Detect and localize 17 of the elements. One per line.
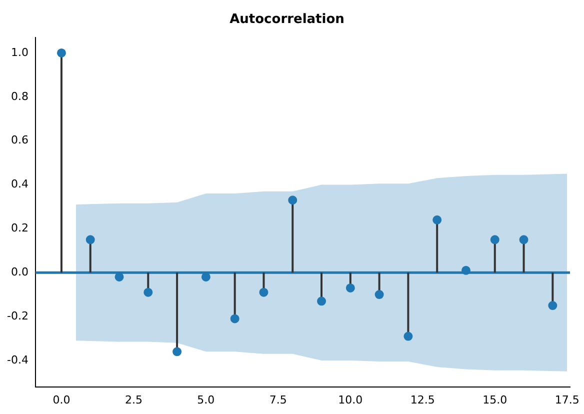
x-tick-label: 7.5 [269,393,287,406]
y-tick-label: 0.2 [10,222,28,235]
x-tick-label: 5.0 [197,393,215,406]
y-tick-label: 0.6 [10,134,28,147]
y-tick-label: 1.0 [10,46,28,59]
y-tick-label: -0.2 [6,309,28,322]
y-tick-label: 0.4 [10,178,28,191]
x-tick-label: 15.0 [482,393,508,406]
y-tick-label: 0.0 [10,265,28,278]
x-tick-label: 12.5 [410,393,435,406]
y-tick-label: 0.8 [10,90,28,103]
y-tick-label: -0.4 [6,353,28,366]
x-tick-label: 10.0 [338,393,363,406]
x-tick-label: 0.0 [52,393,70,406]
x-tick-label: 2.5 [124,393,142,406]
chart-title: Autocorrelation [230,12,344,28]
x-tick-label: 17.5 [554,393,580,406]
